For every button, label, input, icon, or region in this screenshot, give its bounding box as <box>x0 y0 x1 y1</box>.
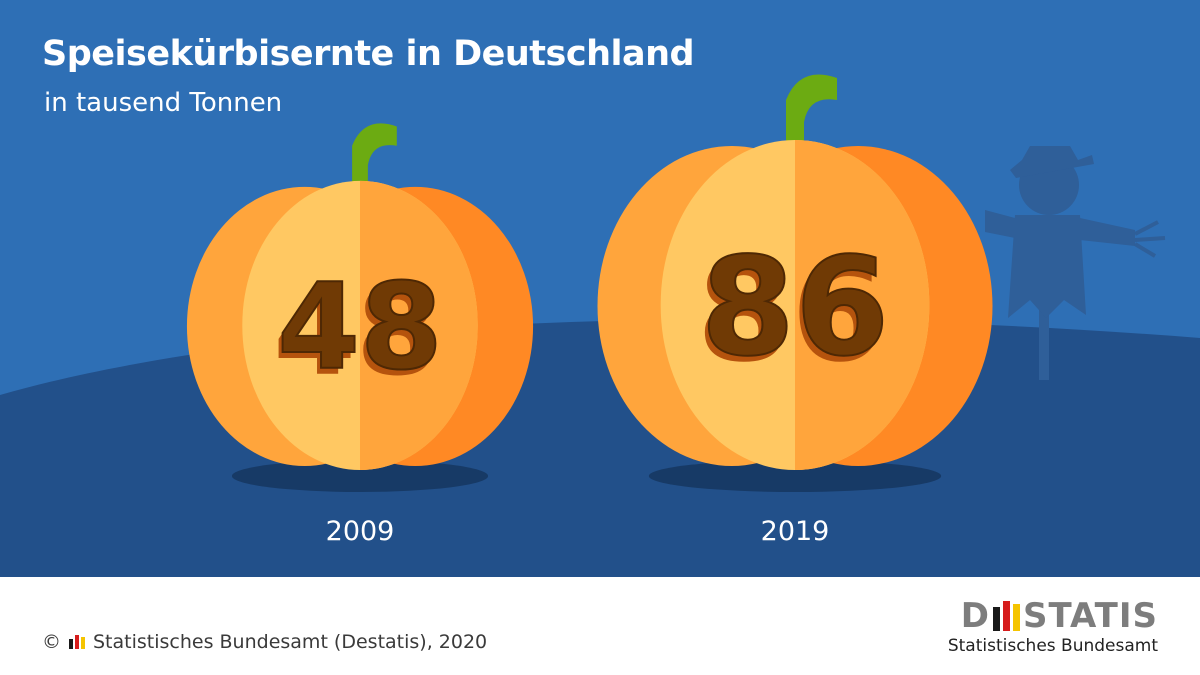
logo-letter-d: D <box>960 596 990 636</box>
category-label: 2019 <box>761 516 830 547</box>
value-label-shadow: 86 <box>697 235 886 393</box>
logo-wordmark: D STATIS <box>948 597 1158 635</box>
value-label: 86 <box>701 229 890 387</box>
pumpkin-stem <box>352 123 397 189</box>
logo-letters-statis: STATIS <box>1022 596 1158 636</box>
pumpkin-stem <box>786 74 837 148</box>
pumpkin-lobe-center-shade <box>795 140 930 470</box>
chart-subtitle: in tausend Tonnen <box>44 88 283 118</box>
copyright-line: © Statistisches Bundesamt (Destatis), 20… <box>42 631 487 653</box>
footer: © Statistisches Bundesamt (Destatis), 20… <box>0 577 1200 675</box>
destatis-logo: D STATIS Statistisches Bundesamt <box>948 597 1158 657</box>
pumpkin-shadow <box>648 460 942 492</box>
value-label-shadow: 48 <box>273 265 438 403</box>
copyright-symbol: © <box>42 631 61 653</box>
scarecrow-silhouette <box>985 146 1166 380</box>
logo-bars-icon <box>992 601 1020 631</box>
category-label: 2009 <box>326 516 395 547</box>
logo-subtitle: Statistisches Bundesamt <box>947 636 1158 656</box>
ground-hill <box>0 319 1200 577</box>
chart-title: Speisekürbisernte in Deutschland <box>42 34 695 74</box>
pumpkin-shadow <box>231 460 489 492</box>
value-label: 48 <box>277 259 442 397</box>
flag-icon <box>69 635 85 649</box>
copyright-text: Statistisches Bundesamt (Destatis), 2020 <box>93 631 488 653</box>
pumpkin-lobe-center-shade <box>360 180 478 470</box>
